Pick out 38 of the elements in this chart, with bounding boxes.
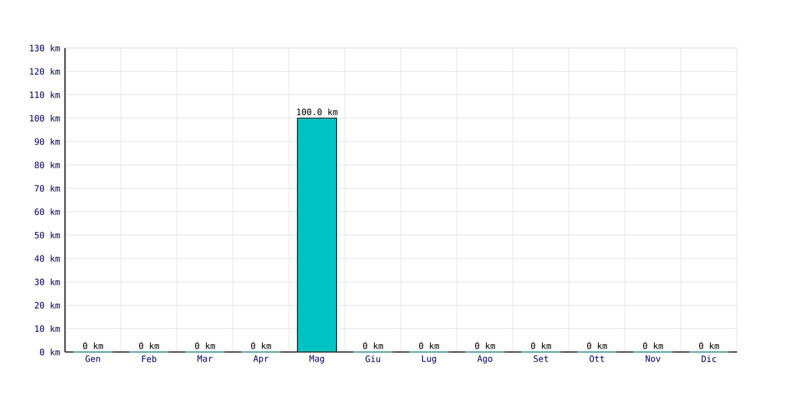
data-label: 0 km [83,342,103,350]
y-tick-label: 40 km [34,255,60,262]
y-tick-label: 50 km [34,232,60,238]
x-tick-label: Gen [86,355,100,362]
x-tick-label: Lug [422,355,436,364]
y-tick-label: 90 km [34,138,60,145]
x-tick-label: Ago [477,355,492,364]
data-label: 0 km [139,342,159,350]
y-tick-label: 80 km [34,162,60,168]
x-tick-label: Giu [366,355,380,362]
data-label: 0 km [419,342,439,350]
data-label: 0 km [699,342,720,350]
x-tick-label: Nov [646,355,660,362]
y-tick-label: 10 km [35,325,60,332]
x-tick-label: Set [534,355,548,362]
y-tick-label: 70 km [34,184,60,192]
y-tick-label: 20 km [34,302,60,309]
y-tick-label: 30 km [34,278,60,286]
data-label: 100.0 km [297,108,338,116]
y-tick-label: 100 km [30,114,60,122]
data-label: 0 km [363,342,383,350]
data-label: 0 km [251,342,271,350]
y-tick-label: 0 km [40,348,60,356]
data-label: 0 km [475,342,495,350]
data-label: 0 km [643,342,664,350]
x-tick-label: Ott [590,355,604,362]
y-tick-label: 60 km [34,208,60,216]
y-tick-label: 130 km [30,44,60,52]
data-label: 0 km [531,342,551,350]
x-tick-label: Mar [198,355,212,362]
data-label: 0 km [195,342,215,350]
y-tick-label: 110 km [30,91,60,98]
x-tick-label: Dic [702,355,716,362]
x-tick-label: Apr [253,355,268,364]
y-tick-label: 120 km [30,68,60,75]
data-label: 0 km [587,342,608,350]
x-tick-label: Feb [142,355,156,362]
x-tick-label: Mag [310,355,324,364]
